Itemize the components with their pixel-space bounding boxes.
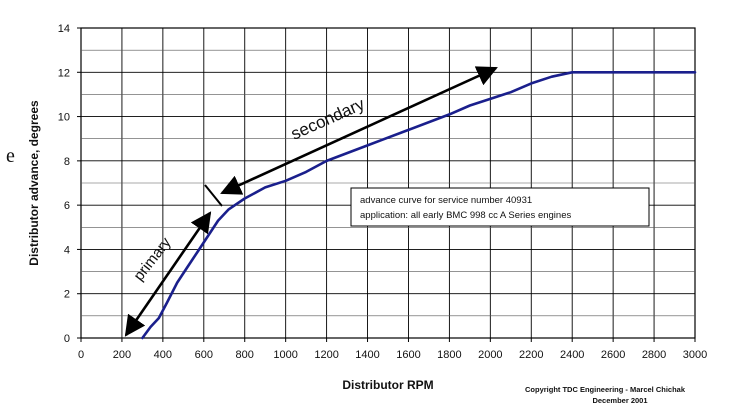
copyright-line-1: Copyright TDC Engineering - Marcel Chich… bbox=[525, 385, 686, 394]
y-tick-label: 6 bbox=[64, 200, 70, 212]
x-tick-label: 0 bbox=[78, 349, 84, 361]
y-tick-labels: 0 2 4 6 8 10 12 14 bbox=[58, 23, 81, 345]
x-tick-label: 2200 bbox=[519, 349, 543, 361]
y-tick-label: 10 bbox=[58, 112, 70, 124]
x-tick-label: 2800 bbox=[642, 349, 666, 361]
x-tick-label: 1800 bbox=[437, 349, 461, 361]
x-tick-label: 1000 bbox=[273, 349, 297, 361]
boundary-tick bbox=[204, 184, 223, 207]
y-tick-label: 2 bbox=[64, 289, 70, 301]
x-tick-label: 2600 bbox=[601, 349, 625, 361]
y-tick-label: 4 bbox=[64, 244, 70, 256]
y-tick-label: 14 bbox=[58, 23, 70, 35]
secondary-arrow bbox=[220, 66, 498, 195]
x-tick-label: 400 bbox=[154, 349, 172, 361]
x-tick-label: 3000 bbox=[683, 349, 707, 361]
primary-arrow bbox=[124, 211, 212, 337]
x-tick-label: 200 bbox=[113, 349, 131, 361]
y-axis-label: Distributor advance, degrees bbox=[27, 100, 41, 266]
x-axis-label: Distributor RPM bbox=[342, 378, 433, 392]
x-tick-label: 1400 bbox=[355, 349, 379, 361]
y-tick-label: 0 bbox=[64, 333, 70, 345]
x-tick-label: 1600 bbox=[396, 349, 420, 361]
x-tick-label: 800 bbox=[236, 349, 254, 361]
copyright-line-2: December 2001 bbox=[592, 396, 647, 405]
x-tick-labels: 0 200 400 600 800 1000 1200 1400 1600 1800 2000 220… bbox=[78, 338, 707, 361]
stray-glyph: e bbox=[6, 145, 15, 167]
x-tick-label: 600 bbox=[195, 349, 213, 361]
x-tick-label: 2400 bbox=[560, 349, 584, 361]
y-tick-label: 12 bbox=[58, 67, 70, 79]
note-box bbox=[350, 187, 650, 227]
y-tick-label: 8 bbox=[64, 156, 70, 168]
x-tick-label: 2000 bbox=[478, 349, 502, 361]
x-tick-label: 1200 bbox=[314, 349, 338, 361]
note-line-1: advance curve for service number 40931 bbox=[360, 195, 532, 206]
note-line-2: application: all early BMC 998 cc A Seri… bbox=[360, 210, 571, 221]
